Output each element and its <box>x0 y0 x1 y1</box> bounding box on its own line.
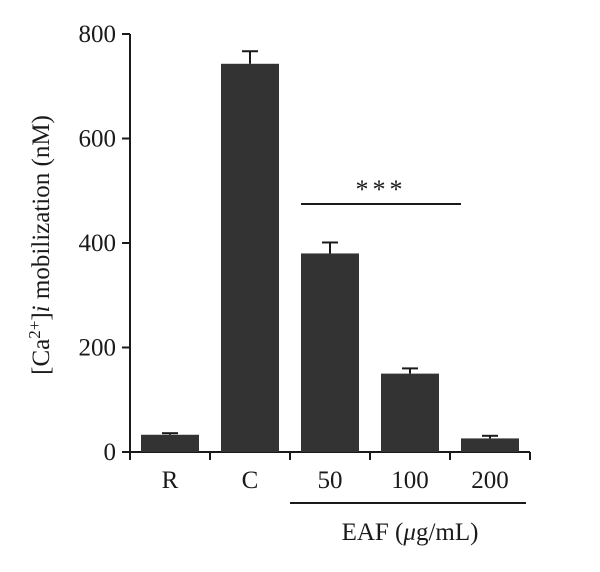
bar <box>141 434 199 452</box>
y-axis-title: [Ca2+]i mobilization (nM) <box>25 115 55 375</box>
y-tick-label: 200 <box>79 335 117 362</box>
group-label-prefix: EAF ( <box>342 519 404 546</box>
x-tick-label: 200 <box>471 467 509 494</box>
y-title-open: [Ca <box>28 339 55 375</box>
y-title-close: ] <box>28 312 55 320</box>
y-tick-label: 800 <box>79 21 117 48</box>
x-tick-label: R <box>162 467 179 494</box>
group-annotation: EAF (μg/mL) <box>290 502 526 546</box>
error-bars <box>162 50 498 439</box>
y-title-rest: mobilization (nM) <box>28 115 55 305</box>
group-label: EAF (μg/mL) <box>342 519 479 546</box>
bar <box>381 373 439 452</box>
bars <box>141 63 519 452</box>
x-axis: R C 50 100 200 <box>129 451 531 494</box>
x-tick-label: 100 <box>391 467 429 494</box>
y-tick-label: 0 <box>104 439 117 466</box>
y-title-superscript: 2+ <box>25 321 44 339</box>
bar <box>301 253 359 452</box>
significance-annotation: *** <box>301 175 461 205</box>
group-label-mu: μ <box>402 519 416 546</box>
x-tick-label: 50 <box>318 467 343 494</box>
significance-label: *** <box>356 175 407 204</box>
group-label-suffix: g/mL) <box>416 519 479 546</box>
y-axis: 0 200 400 600 800 <box>79 21 131 466</box>
x-tick-label: C <box>242 467 259 494</box>
bar <box>461 438 519 452</box>
y-tick-label: 600 <box>79 126 117 153</box>
y-title-italic: i <box>28 305 55 312</box>
y-tick-label: 400 <box>79 230 117 257</box>
bar <box>221 63 279 452</box>
